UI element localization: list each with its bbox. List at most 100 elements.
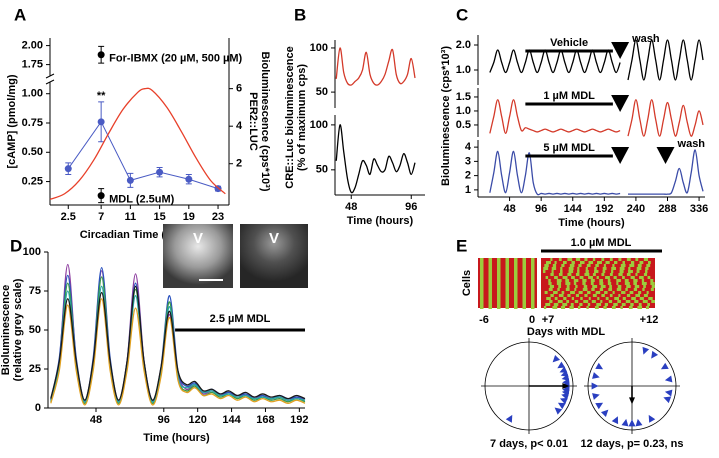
x-tick-label: 11 [125, 211, 137, 223]
raster-stripe [562, 261, 567, 264]
raster-stripe [641, 282, 647, 285]
raster-stripe [584, 294, 588, 297]
raster-stripe [480, 270, 484, 273]
y2-axis-label: PER2::LUC [247, 92, 259, 151]
event-marker [656, 147, 675, 164]
raster-stripe [585, 267, 588, 270]
raster-stripe [514, 258, 518, 261]
raster-stripe [616, 279, 621, 282]
series-line [67, 120, 219, 190]
raster-stripe [579, 276, 584, 279]
y-axis-label: [cAMP] (pmol/mg) [6, 74, 18, 168]
raster-stripe [592, 294, 597, 297]
raster-stripe [594, 267, 597, 270]
raster-stripe [531, 303, 535, 306]
raster-stripe [549, 285, 554, 288]
phase-marker [621, 418, 629, 427]
panel-label: D [10, 236, 22, 255]
raster-stripe [569, 306, 574, 309]
point-label: MDL (2.5uM) [109, 194, 175, 206]
y-tick-label: 1.75 [22, 59, 43, 71]
y-axis-label: CRE::Luc bioluminescence [284, 46, 296, 188]
x-tick-label: 15 [153, 211, 165, 223]
y-tick-label: 0.5 [456, 119, 471, 131]
y-tick-label: 2.00 [22, 40, 43, 52]
raster-stripe [514, 273, 518, 276]
raster-tick-label: +7 [542, 314, 555, 326]
raster-stripe [505, 270, 509, 273]
raster-stripe [586, 264, 591, 267]
raster-stripe [480, 282, 484, 285]
raster-stripe [531, 306, 535, 309]
phase-marker [592, 372, 600, 379]
inset-label: V [193, 230, 203, 247]
raster-stripe [635, 273, 638, 276]
phase-marker [611, 416, 619, 425]
raster-stripe [602, 270, 606, 273]
raster-stripe [604, 303, 609, 306]
raster-stripe [570, 291, 575, 294]
raster-stripe [548, 279, 551, 282]
raster-stripe [522, 297, 526, 300]
raster-stripe [612, 291, 615, 294]
raster-stripe [607, 279, 611, 282]
raster-stripe [497, 267, 501, 270]
raster-stripe [549, 300, 553, 303]
vector-head [562, 383, 570, 389]
point-label: For-IBMX (20 µM, 500 µM) [109, 53, 242, 65]
inset-image [163, 224, 233, 288]
y-tick-label: 0 [35, 402, 41, 414]
data-point [97, 51, 105, 59]
raster-stripe [575, 273, 580, 276]
phase-marker [595, 402, 604, 410]
raster-stripe [645, 270, 648, 273]
raster-stripe [613, 303, 618, 306]
raster-stripe [603, 264, 606, 267]
raster-y-label: Cells [461, 270, 473, 296]
series-line [489, 149, 704, 196]
raster-stripe [505, 285, 509, 288]
raster-stripe [622, 276, 625, 279]
raster-stripe [514, 282, 518, 285]
raster-stripe [567, 258, 573, 261]
x-tick-label: 96 [405, 201, 417, 213]
raster-stripe [488, 300, 492, 303]
raster-stripe [552, 306, 558, 309]
raster-stripe [602, 267, 607, 270]
raster-stripe [531, 282, 535, 285]
raster-stripe [566, 285, 570, 288]
raster-stripe [634, 300, 639, 303]
raster-stripe [605, 297, 609, 300]
raster-stripe [612, 264, 615, 267]
raster-stripe [522, 306, 526, 309]
raster-stripe [642, 288, 645, 291]
series-line [335, 124, 416, 194]
raster-stripe [531, 297, 535, 300]
raster-stripe [505, 258, 509, 261]
raster-stripe [586, 306, 589, 309]
x-tick-label: 288 [658, 203, 676, 215]
x-tick-label: 240 [627, 203, 645, 215]
raster-stripe [613, 261, 618, 264]
phase-marker [635, 418, 643, 427]
phase-marker [557, 361, 566, 369]
raster-stripe [625, 300, 631, 303]
raster-stripe [592, 285, 598, 288]
raster-stripe [546, 297, 551, 300]
raster-stripe [505, 297, 509, 300]
y-axis-label: Bioluminescence [0, 285, 12, 375]
raster-stripe [567, 294, 571, 297]
raster-stripe [591, 288, 595, 291]
x-tick-label: 192 [595, 203, 613, 215]
raster-stripe [497, 300, 501, 303]
phase-marker [628, 419, 636, 427]
raster-stripe [558, 258, 562, 261]
x-axis-label: Time (hours) [143, 432, 210, 444]
raster-tick-label: 0 [529, 314, 535, 326]
raster-stripe [522, 285, 526, 288]
polar-caption: 7 days, p< 0.01 [490, 438, 568, 450]
raster-stripe [618, 258, 622, 261]
raster-stripe [616, 288, 622, 291]
treatment-label: 2.5 µM MDL [210, 313, 271, 325]
